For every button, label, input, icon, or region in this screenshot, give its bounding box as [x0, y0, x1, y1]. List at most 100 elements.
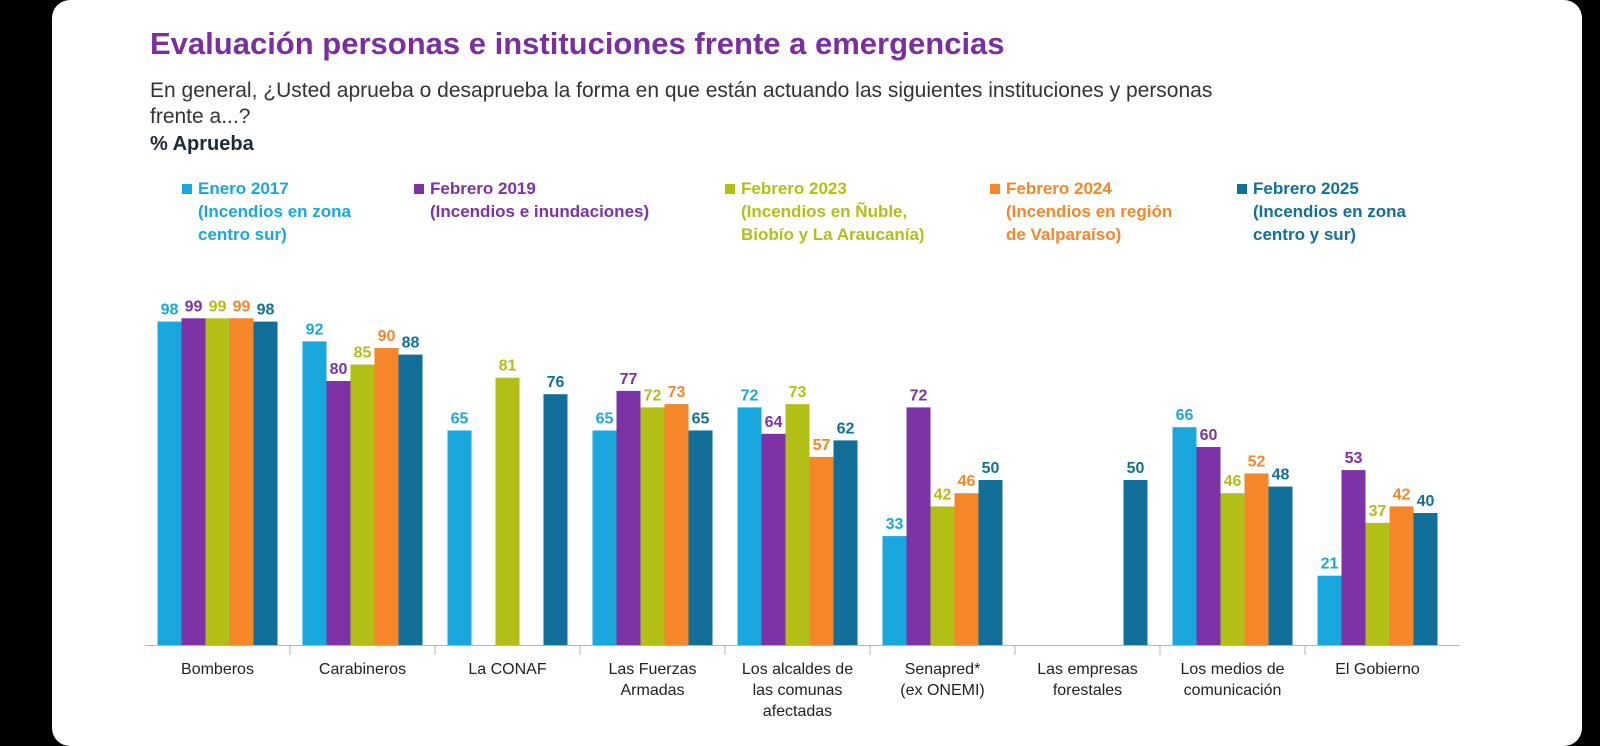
data-label: 37: [1369, 503, 1387, 520]
bar: [1196, 447, 1221, 645]
bar: [374, 348, 399, 645]
data-label: 46: [1224, 473, 1242, 490]
legend-label: Febrero 2024: [1006, 179, 1112, 198]
bar: [1244, 473, 1269, 645]
bar: [882, 536, 907, 645]
x-tick-label: forestales: [1053, 682, 1122, 699]
bar: [809, 456, 834, 645]
bar: [1268, 486, 1293, 645]
legend-swatch: [725, 184, 735, 194]
bar: [543, 394, 568, 645]
data-label: 62: [837, 420, 855, 437]
bar: [785, 404, 810, 645]
x-tick-label: El Gobierno: [1335, 661, 1420, 678]
bar: [1123, 480, 1148, 645]
bar: [205, 318, 230, 645]
bar: [616, 390, 641, 645]
bar: [954, 493, 979, 645]
x-tick-label: las comunas: [753, 682, 843, 699]
data-label: 50: [982, 460, 1000, 477]
chart-subtitle: En general, ¿Usted aprueba o desaprueba …: [150, 79, 1213, 128]
data-label: 99: [233, 298, 251, 315]
data-label: 77: [620, 371, 638, 388]
data-label: 40: [1417, 493, 1435, 510]
x-tick-label: Los medios de: [1180, 661, 1284, 678]
bar: [1317, 575, 1342, 645]
data-label: 42: [1393, 486, 1411, 503]
bar: [229, 318, 254, 645]
data-label: 52: [1248, 453, 1266, 470]
data-label: 65: [451, 411, 469, 428]
legend-detail: (Incendios en Ñuble,: [741, 202, 908, 221]
data-label: 80: [330, 361, 348, 378]
x-tick-label: afectadas: [763, 703, 832, 720]
legend-swatch: [182, 184, 192, 194]
x-tick-label: Bomberos: [181, 661, 254, 678]
legend-detail: (Incendios en zona: [198, 202, 352, 221]
data-label: 81: [499, 358, 517, 375]
bar: [1172, 427, 1197, 645]
data-label: 48: [1272, 467, 1290, 484]
data-label: 92: [306, 321, 324, 338]
bar: [181, 318, 206, 645]
data-label: 73: [668, 384, 686, 401]
bar: [157, 321, 182, 645]
legend-label: Febrero 2025: [1253, 179, 1359, 198]
bar: [1341, 470, 1366, 645]
x-tick-label: Las Fuerzas: [608, 661, 696, 678]
data-label: 72: [741, 387, 759, 404]
bar: [664, 404, 689, 645]
data-label: 42: [934, 486, 952, 503]
legend-detail: centro sur): [198, 225, 287, 244]
x-tick-label: Senapred*: [905, 661, 981, 678]
x-tick-label: Las empresas: [1037, 661, 1138, 678]
legend-detail: centro y sur): [1253, 225, 1356, 244]
x-tick-label: comunicación: [1184, 682, 1282, 699]
chart-title: Evaluación personas e instituciones fren…: [150, 26, 1005, 61]
data-label: 33: [886, 516, 904, 533]
data-label: 99: [209, 298, 227, 315]
y-axis-label: % Aprueba: [150, 133, 254, 155]
bar: [326, 381, 351, 645]
data-label: 21: [1321, 556, 1339, 573]
legend-swatch: [990, 184, 1000, 194]
x-tick-label: Los alcaldes de: [742, 661, 853, 678]
bar: [906, 407, 931, 645]
x-tick-label: La CONAF: [468, 661, 546, 678]
bar: [592, 430, 617, 645]
bar: [737, 407, 762, 645]
legend-detail: Biobío y La Araucanía): [741, 225, 925, 244]
legend-detail: (Incendios en zona: [1253, 202, 1407, 221]
data-label: 88: [402, 335, 420, 352]
data-label: 50: [1127, 460, 1145, 477]
legend-label: Febrero 2023: [741, 179, 847, 198]
x-tick-label: Armadas: [620, 682, 684, 699]
legend-detail: (Incendios e inundaciones): [430, 202, 650, 221]
data-label: 57: [813, 437, 831, 454]
data-label: 72: [910, 387, 928, 404]
data-label: 98: [257, 302, 275, 319]
chart-card: Evaluación personas e instituciones fren…: [52, 0, 1582, 746]
legend-label: Enero 2017: [198, 179, 289, 198]
bar: [761, 433, 786, 645]
data-label: 46: [958, 473, 976, 490]
bar: [688, 430, 713, 645]
x-tick-label: Carabineros: [319, 661, 406, 678]
data-label: 72: [644, 387, 662, 404]
bar: [398, 354, 423, 645]
data-label: 85: [354, 345, 372, 362]
bar-chart: Bomberos 98 99 99 99 98 Carabineros 92 80 85 90 88 L…: [145, 298, 1460, 720]
data-label: 73: [789, 384, 807, 401]
bar: [833, 440, 858, 645]
bar: [930, 506, 955, 645]
bar: [1365, 522, 1390, 645]
legend-detail: de Valparaíso): [1006, 225, 1122, 244]
bar: [447, 430, 472, 645]
legend-detail: (Incendios en región: [1006, 202, 1173, 221]
data-label: 99: [185, 298, 203, 315]
data-label: 90: [378, 328, 396, 345]
data-label: 66: [1176, 407, 1194, 424]
legend-swatch: [414, 184, 424, 194]
bar: [253, 321, 278, 645]
data-label: 65: [596, 411, 614, 428]
